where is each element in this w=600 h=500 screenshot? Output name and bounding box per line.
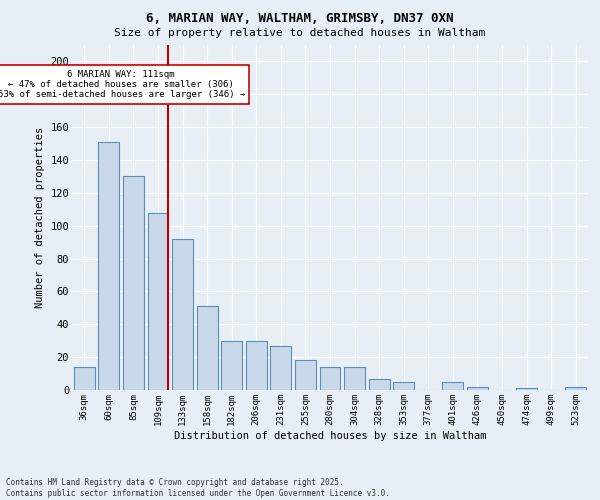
Bar: [442, 382, 463, 390]
Bar: [246, 340, 267, 390]
Text: Contains HM Land Registry data © Crown copyright and database right 2025.
Contai: Contains HM Land Registry data © Crown c…: [6, 478, 390, 498]
Bar: [320, 367, 340, 390]
X-axis label: Distribution of detached houses by size in Waltham: Distribution of detached houses by size …: [174, 430, 486, 440]
Y-axis label: Number of detached properties: Number of detached properties: [35, 127, 45, 308]
Bar: [74, 367, 95, 390]
Bar: [467, 386, 488, 390]
Bar: [197, 306, 218, 390]
Bar: [123, 176, 144, 390]
Bar: [98, 142, 119, 390]
Text: 6 MARIAN WAY: 111sqm
← 47% of detached houses are smaller (306)
53% of semi-deta: 6 MARIAN WAY: 111sqm ← 47% of detached h…: [0, 70, 245, 100]
Bar: [271, 346, 292, 390]
Bar: [516, 388, 537, 390]
Text: 6, MARIAN WAY, WALTHAM, GRIMSBY, DN37 0XN: 6, MARIAN WAY, WALTHAM, GRIMSBY, DN37 0X…: [146, 12, 454, 26]
Bar: [148, 212, 169, 390]
Bar: [221, 340, 242, 390]
Bar: [565, 386, 586, 390]
Bar: [393, 382, 414, 390]
Bar: [368, 378, 389, 390]
Bar: [344, 367, 365, 390]
Bar: [172, 239, 193, 390]
Bar: [295, 360, 316, 390]
Text: Size of property relative to detached houses in Waltham: Size of property relative to detached ho…: [115, 28, 485, 38]
